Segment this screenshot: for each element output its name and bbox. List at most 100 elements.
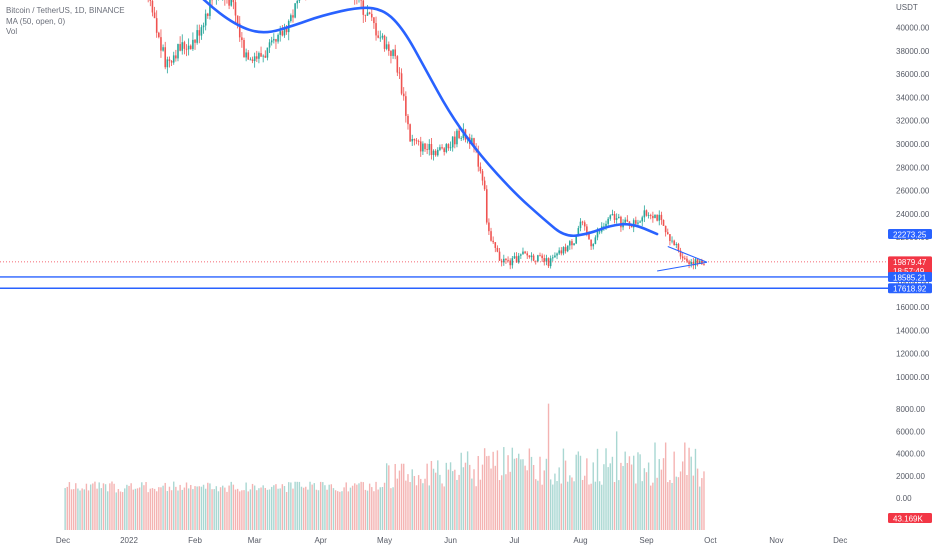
volume-tick-label: 0.00: [896, 494, 912, 503]
candle-body: [258, 53, 260, 59]
volume-bar: [403, 463, 405, 530]
candle-body: [630, 225, 633, 228]
time-tick-label: Dec: [56, 536, 70, 545]
candle-body: [183, 42, 186, 49]
candle-body: [620, 216, 622, 228]
candle-body: [503, 258, 505, 263]
volume-bar: [351, 485, 354, 530]
volume-bar: [75, 483, 77, 530]
volume-bar: [158, 487, 160, 530]
volume-bar: [677, 477, 680, 530]
volume-bar: [662, 458, 665, 530]
volume-bar: [479, 479, 482, 530]
volume-bar: [309, 481, 311, 530]
volume-bar: [145, 482, 147, 530]
candle-body: [573, 243, 575, 246]
volume-bar: [520, 459, 522, 530]
volume-tick-label: 6000.00: [896, 427, 925, 436]
candle-body: [571, 241, 573, 246]
candle-body: [483, 180, 486, 190]
candle-body: [454, 136, 456, 145]
candle-body: [241, 37, 243, 40]
candle-body: [422, 143, 424, 152]
volume-bar: [488, 455, 490, 530]
volume-bar: [430, 460, 433, 530]
volume-bar: [471, 478, 473, 530]
candle-body: [556, 253, 558, 256]
volume-bar: [366, 490, 369, 530]
volume-bar: [656, 477, 658, 530]
volume-bar: [684, 442, 686, 530]
candle-body: [179, 44, 181, 51]
candle-body: [569, 241, 571, 246]
candle-body: [419, 141, 422, 152]
candle-body: [430, 144, 433, 155]
volume-bar: [166, 491, 169, 530]
candle-body: [238, 23, 241, 38]
volume-bar: [556, 481, 558, 530]
volume-bar: [526, 470, 528, 530]
candle-body: [181, 42, 184, 51]
legend-indicator[interactable]: MA (50, open, 0): [6, 16, 66, 26]
volume-bar: [79, 490, 81, 530]
triangle-lower-line: [657, 261, 708, 272]
volume-bar: [241, 490, 243, 530]
volume-bar: [109, 483, 111, 530]
candle-body: [701, 260, 703, 265]
price-tick-label: 14000.00: [896, 326, 930, 335]
candle-body: [581, 221, 584, 223]
volume-bar: [652, 482, 654, 530]
candle-body: [443, 148, 445, 152]
volume-bar: [68, 482, 71, 530]
candle-body: [445, 144, 448, 152]
volume-bar: [290, 482, 292, 530]
volume-bar: [394, 463, 396, 530]
candle-body: [243, 39, 245, 58]
volume-bar: [215, 486, 218, 530]
volume-bar: [383, 482, 386, 530]
volume-bar: [313, 483, 315, 530]
volume-bar: [92, 483, 94, 530]
volume-bar: [245, 482, 247, 530]
volume-bar: [83, 489, 85, 530]
volume-bar: [177, 490, 179, 530]
volume-bar: [679, 471, 682, 530]
volume-bar: [407, 474, 409, 530]
volume-bar: [326, 489, 328, 530]
candle-body: [375, 23, 377, 36]
volume-bar: [618, 480, 620, 530]
volume-bar: [392, 487, 394, 530]
volume-bar: [588, 484, 590, 530]
volume-bar: [147, 492, 149, 530]
volume-bar: [85, 483, 88, 530]
candle-body: [681, 256, 684, 259]
candle-body: [688, 261, 690, 265]
candle-body: [698, 260, 701, 264]
price-tick-label: 24000.00: [896, 210, 930, 219]
volume-bar: [224, 487, 226, 530]
candle-body: [290, 15, 292, 22]
volume-bar: [547, 403, 550, 530]
candle-body: [669, 234, 671, 242]
volume-bar: [437, 460, 439, 530]
volume-bar: [305, 486, 307, 530]
volume-bar: [428, 485, 430, 530]
candle-body: [234, 2, 237, 16]
volume-bar: [667, 482, 669, 530]
volume-bar: [121, 492, 124, 530]
candle-body: [264, 55, 267, 58]
volume-bar: [507, 455, 509, 530]
volume-bar: [292, 488, 294, 530]
volume-bar: [296, 481, 298, 530]
volume-bar: [411, 469, 413, 530]
candle-body: [560, 250, 563, 254]
candle-body: [652, 215, 654, 219]
volume-bar: [270, 486, 273, 530]
volume-bar: [87, 490, 90, 530]
candle-body: [645, 210, 648, 216]
legend-symbol[interactable]: Bitcoin / TetherUS, 1D, BINANCE: [6, 6, 125, 15]
candle-body: [164, 47, 167, 68]
legend-volume[interactable]: Vol: [6, 27, 18, 36]
candle-body: [666, 232, 669, 235]
